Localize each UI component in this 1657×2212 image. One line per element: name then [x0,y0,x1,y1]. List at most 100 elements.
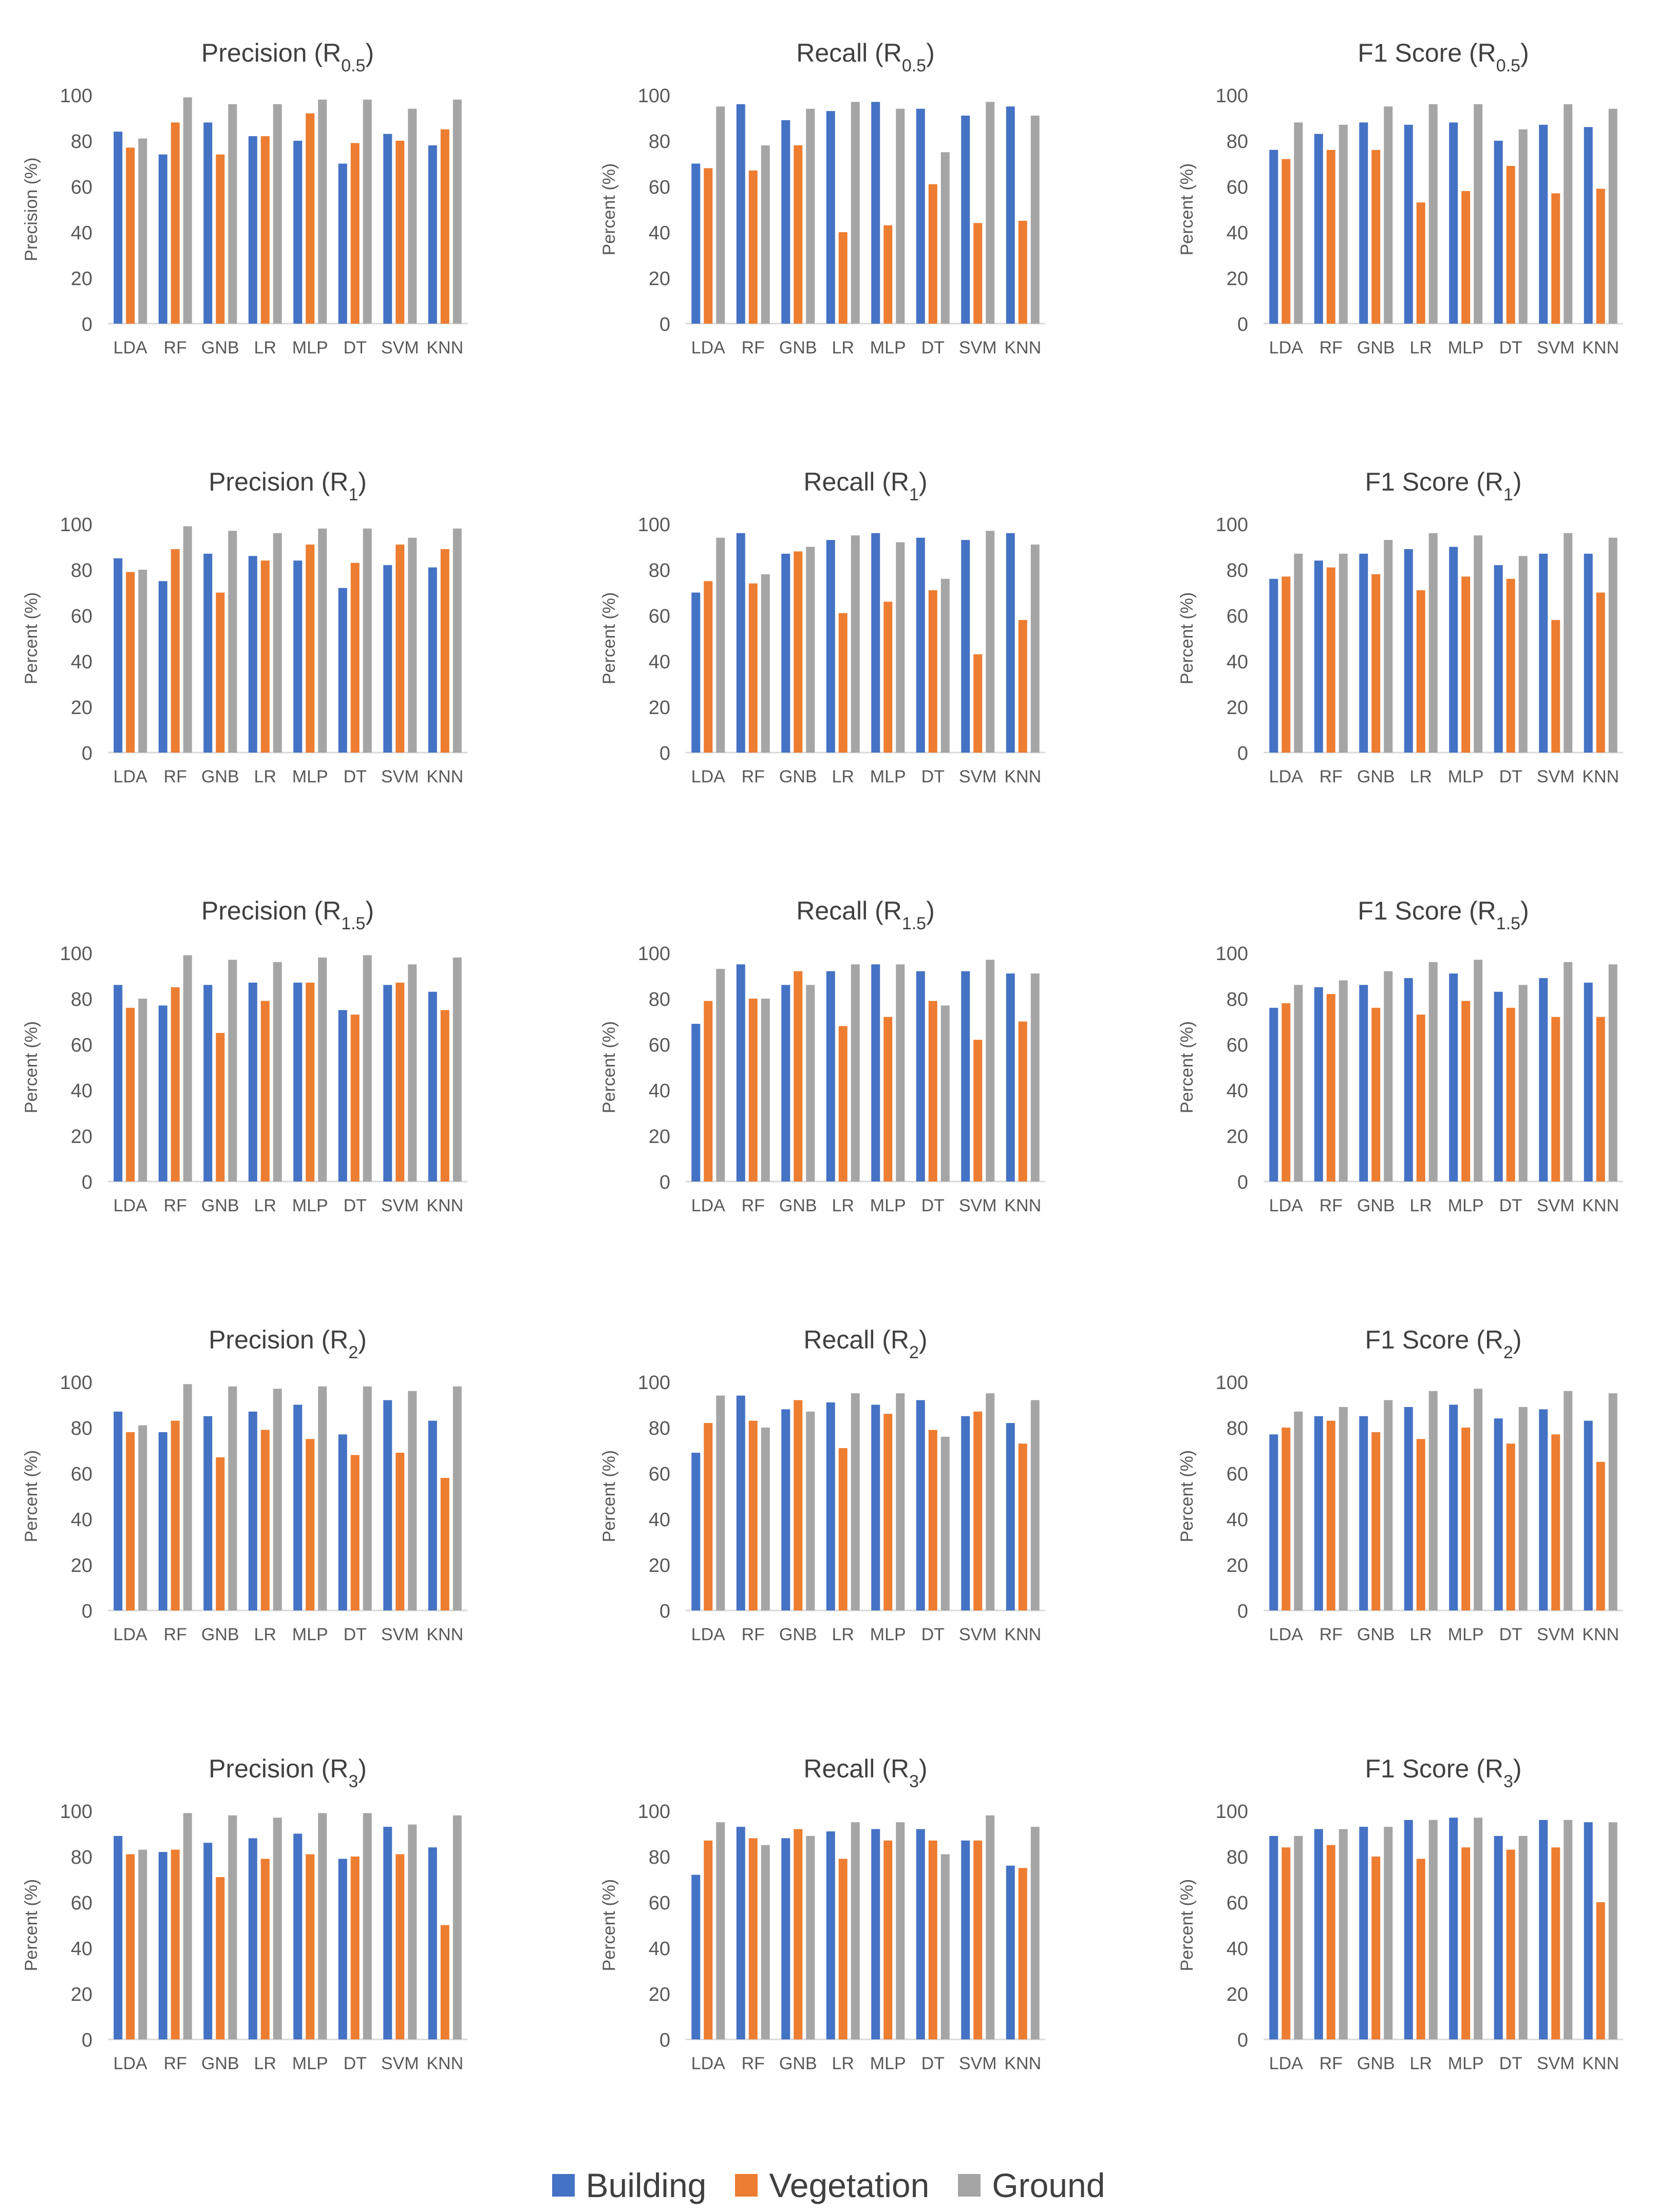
x-tick-label: LDA [114,767,147,786]
chart-title-text: F1 Score (R [1358,39,1496,67]
y-tick-label: 0 [82,2030,92,2051]
bar-vegetation-lr [1416,590,1425,753]
x-tick-label: SVM [381,338,419,358]
bar-ground-svm [986,1815,995,2039]
bar-vegetation-lda [126,1432,135,1610]
bar-building-lda [691,592,701,753]
bar-building-mlp [1449,973,1458,1182]
bar-ground-dt [363,528,372,753]
x-tick-label: GNB [201,2054,239,2073]
bar-ground-mlp [318,1386,327,1610]
x-tick-label: KNN [426,338,463,358]
bar-vegetation-gnb [1371,574,1381,753]
bar-vegetation-knn [440,549,449,753]
legend-item-vegetation: Vegetation [735,2166,929,2205]
y-tick-label: 20 [1227,1984,1248,2005]
bar-vegetation-gnb [794,1400,803,1610]
bar-ground-svm [986,1393,995,1610]
bar-ground-knn [1030,973,1040,1182]
x-tick-label: LR [832,2054,854,2073]
bar-vegetation-lda [704,581,713,753]
bar-ground-lr [851,1393,860,1610]
x-tick-label: DT [921,2054,945,2073]
chart-title-subscript: 0.5 [341,56,365,76]
x-tick-label: MLP [870,338,906,358]
bar-vegetation-gnb [1371,1857,1381,2039]
x-tick-label: MLP [1448,767,1484,786]
bar-building-lr [1404,1407,1413,1610]
bar-building-rf [158,1432,167,1610]
bar-building-mlp [293,982,303,1182]
chart-panel: Precision (R3) Percent (%) 0 20 40 60 80 100 LDA… [22,1754,467,2073]
bar-building-dt [916,537,925,753]
chart-title: F1 Score (R1.5) [1358,896,1529,933]
bar-building-lda [691,163,701,324]
bar-vegetation-mlp [1461,576,1471,753]
legend-swatch-ground [958,2174,981,2197]
bar-ground-svm [986,960,995,1182]
x-tick-label: DT [921,1625,945,1644]
bar-building-dt [1494,141,1503,324]
y-tick-label: 100 [1216,943,1248,965]
x-tick-label: RF [164,338,187,358]
bar-vegetation-dt [350,143,360,324]
bar-vegetation-mlp [1461,191,1471,324]
x-tick-label: DT [921,767,945,786]
chart-panel: F1 Score (R2) Percent (%) 0 20 40 60 80 100 LDA R… [1177,1325,1623,1644]
bar-building-dt [916,971,925,1182]
chart-title: Recall (R2) [803,1325,927,1362]
chart-title-subscript: 3 [909,1772,919,1791]
chart-panel: F1 Score (R1) Percent (%) 0 20 40 60 80 100 LDA R… [1177,467,1623,786]
chart-title-text: F1 Score (R [1365,1325,1503,1354]
bar-ground-gnb [806,547,815,753]
chart-title: Recall (R0.5) [796,39,935,76]
bar-vegetation-mlp [883,1840,893,2039]
x-tick-label: KNN [1004,1196,1041,1215]
y-axis-label: Percent (%) [599,1879,619,1972]
y-tick-label: 60 [649,1035,670,1056]
x-tick-label: RF [1320,338,1343,358]
bar-vegetation-lr [260,136,270,324]
bar-vegetation-mlp [306,982,315,1182]
bar-vegetation-mlp [883,602,893,753]
bar-building-svm [1539,1409,1548,1610]
bar-vegetation-rf [748,1838,758,2039]
y-tick-label: 60 [649,1892,670,1914]
bar-ground-lda [138,1425,147,1610]
bar-building-knn [1584,553,1593,753]
bar-building-lda [1269,1835,1278,2039]
bar-building-gnb [781,120,790,324]
x-tick-label: MLP [870,1196,906,1215]
bar-vegetation-knn [440,129,449,324]
y-tick-label: 80 [71,1847,92,1868]
bar-ground-lr [273,104,282,324]
y-tick-label: 80 [649,560,670,582]
bar-ground-mlp [1474,535,1483,753]
bar-ground-lr [273,962,282,1182]
bar-vegetation-svm [973,654,983,753]
bar-building-knn [1584,127,1593,324]
chart-title-close: ) [1513,467,1522,496]
x-tick-label: KNN [426,767,463,786]
y-tick-label: 100 [638,514,670,536]
bar-building-dt [338,1859,347,2039]
chart-title-text: Recall (R [803,1325,909,1354]
bar-ground-dt [940,152,950,324]
chart-title-close: ) [1520,39,1529,67]
bar-building-gnb [781,1409,790,1610]
bar-ground-mlp [1474,960,1483,1182]
bar-building-lr [826,1402,835,1610]
y-tick-label: 80 [71,1418,92,1439]
bar-building-lda [691,1874,701,2039]
y-tick-label: 20 [1227,268,1248,290]
bar-ground-svm [1564,104,1573,324]
y-tick-label: 40 [71,1509,92,1531]
x-tick-label: GNB [1357,2054,1395,2073]
bar-ground-lda [1294,122,1303,324]
x-tick-label: LR [1410,767,1432,786]
x-tick-label: MLP [292,1196,328,1215]
chart-title-close: ) [926,896,935,925]
bar-ground-dt [1518,556,1528,753]
bar-ground-lda [138,1849,147,2039]
bar-building-knn [428,1420,437,1610]
